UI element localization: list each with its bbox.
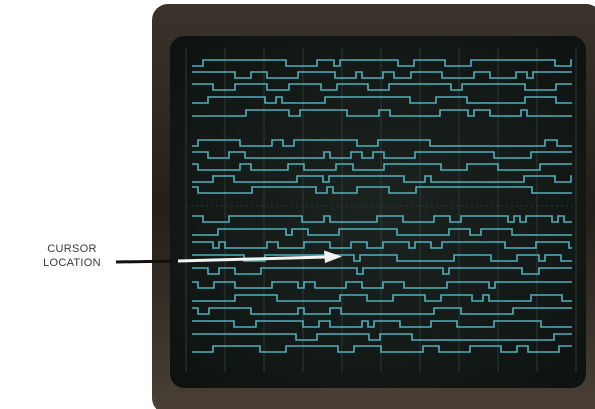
signal-trace [192, 320, 572, 328]
signal-trace [192, 96, 572, 104]
signal-trace [192, 345, 572, 353]
graticule [185, 48, 577, 372]
signal-trace [192, 151, 572, 159]
annotation-line: CURSOR [47, 243, 96, 255]
signal-trace [192, 228, 572, 236]
signal-trace [192, 59, 572, 67]
signal-trace [192, 333, 572, 341]
signal-trace [192, 281, 572, 289]
signal-trace [192, 71, 572, 79]
signal-trace [192, 163, 572, 171]
arrow-shaft [177, 255, 327, 263]
traces [192, 59, 572, 353]
screen [170, 36, 586, 388]
signal-trace [192, 139, 572, 147]
signal-trace [192, 294, 572, 302]
signal-trace [192, 267, 572, 275]
annotation-line: LOCATION [43, 257, 101, 269]
arrow-shaft-outside [115, 259, 179, 264]
signal-trace [192, 186, 572, 194]
signal-trace [192, 109, 572, 117]
signal-trace [192, 83, 572, 91]
signal-trace [192, 241, 572, 249]
signal-trace [192, 215, 572, 223]
arrow-head [324, 250, 342, 263]
signal-trace [192, 175, 572, 183]
signal-trace [192, 254, 572, 262]
signal-trace [192, 307, 572, 315]
